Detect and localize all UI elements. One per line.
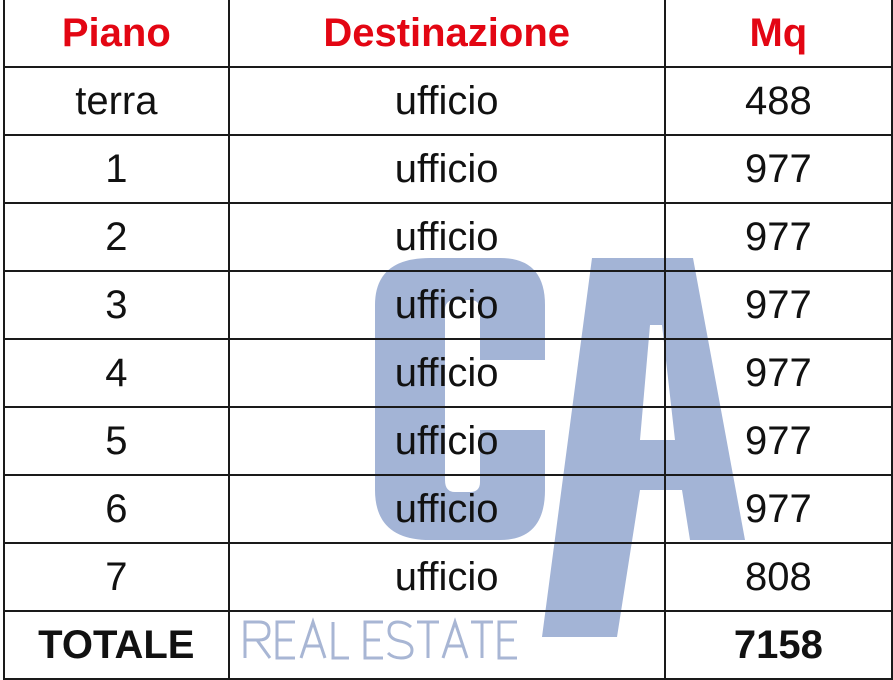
- header-mq: Mq: [663, 0, 893, 68]
- cell-destinazione: ufficio: [227, 338, 666, 408]
- total-value: 7158: [663, 610, 893, 680]
- cell-piano: 6: [3, 474, 230, 544]
- total-label: TOTALE: [3, 610, 230, 680]
- cell-mq: 977: [663, 202, 893, 272]
- cell-destinazione: ufficio: [227, 66, 666, 136]
- table-row: 7 ufficio 808: [3, 542, 893, 612]
- table-row: 6 ufficio 977: [3, 474, 893, 544]
- table-row: 3 ufficio 977: [3, 270, 893, 340]
- cell-mq: 977: [663, 270, 893, 340]
- cell-piano: terra: [3, 66, 230, 136]
- header-piano: Piano: [3, 0, 230, 68]
- table-row: 4 ufficio 977: [3, 338, 893, 408]
- cell-piano: 7: [3, 542, 230, 612]
- total-empty: [227, 610, 666, 680]
- cell-piano: 2: [3, 202, 230, 272]
- cell-mq: 977: [663, 474, 893, 544]
- cell-destinazione: ufficio: [227, 202, 666, 272]
- table-row: terra ufficio 488: [3, 66, 893, 136]
- cell-destinazione: ufficio: [227, 474, 666, 544]
- cell-piano: 3: [3, 270, 230, 340]
- total-row: TOTALE 7158: [3, 610, 893, 680]
- cell-mq: 977: [663, 406, 893, 476]
- header-destinazione: Destinazione: [227, 0, 666, 68]
- cell-piano: 1: [3, 134, 230, 204]
- table-row: 5 ufficio 977: [3, 406, 893, 476]
- cell-piano: 4: [3, 338, 230, 408]
- cell-piano: 5: [3, 406, 230, 476]
- cell-destinazione: ufficio: [227, 270, 666, 340]
- cell-destinazione: ufficio: [227, 542, 666, 612]
- table-row: 2 ufficio 977: [3, 202, 893, 272]
- cell-mq: 488: [663, 66, 893, 136]
- cell-destinazione: ufficio: [227, 134, 666, 204]
- cell-destinazione: ufficio: [227, 406, 666, 476]
- floor-area-table: Piano Destinazione Mq terra ufficio 488 1 uf…: [3, 0, 893, 680]
- cell-mq: 977: [663, 134, 893, 204]
- cell-mq: 808: [663, 542, 893, 612]
- table-row: 1 ufficio 977: [3, 134, 893, 204]
- header-row: Piano Destinazione Mq: [3, 0, 893, 68]
- cell-mq: 977: [663, 338, 893, 408]
